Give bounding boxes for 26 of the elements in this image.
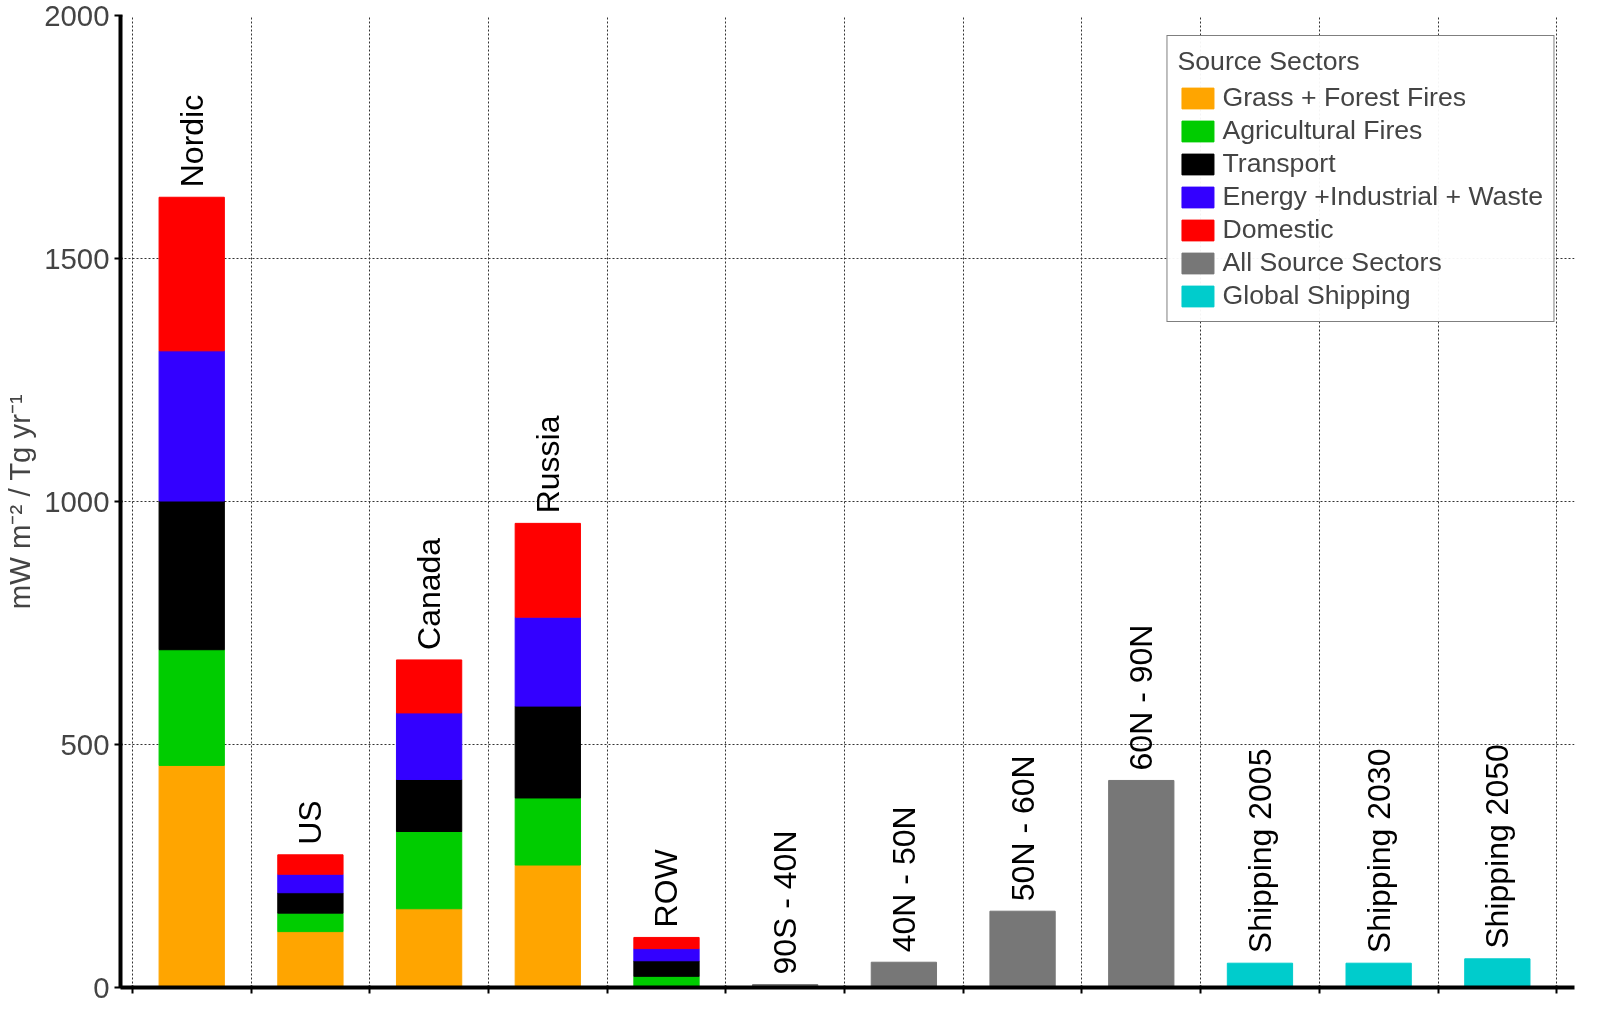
x-tick-label: US xyxy=(292,800,329,845)
x-tick-label: 50N - 60N xyxy=(1004,755,1041,902)
y-tick-label: 0 xyxy=(93,970,110,1004)
y-axis-title: mW m⁻² / Tg yr⁻¹ xyxy=(3,394,37,610)
x-tick-label: Nordic xyxy=(173,94,210,188)
x-tick-label: Shipping 2050 xyxy=(1479,744,1516,949)
x-tick-label: ROW xyxy=(648,848,685,928)
legend-label: Grass + Forest Fires xyxy=(1222,82,1467,113)
y-tick-label: 2000 xyxy=(44,0,110,32)
y-tick-label: 1500 xyxy=(44,241,110,275)
x-tick-label: Shipping 2030 xyxy=(1360,748,1397,954)
x-tick-label: 40N - 50N xyxy=(885,806,922,953)
legend-label: Global Shipping xyxy=(1222,280,1411,311)
x-tick-label: Canada xyxy=(411,537,448,650)
y-tick-label: 500 xyxy=(60,727,110,761)
y-tick-label: 1000 xyxy=(44,484,110,518)
x-tick-label: 60N - 90N xyxy=(1123,624,1160,771)
legend-label: All Source Sectors xyxy=(1222,247,1442,278)
legend-label: Transport xyxy=(1222,148,1336,179)
legend-title: Source Sectors xyxy=(1177,46,1361,77)
x-tick-label: Shipping 2005 xyxy=(1241,748,1278,954)
legend-label: Energy +Industrial + Waste xyxy=(1222,181,1543,212)
x-tick-label: 90S - 40N xyxy=(767,830,804,975)
legend-label: Agricultural Fires xyxy=(1222,115,1423,146)
x-tick-label: Russia xyxy=(529,415,566,514)
legend-label: Domestic xyxy=(1222,214,1334,245)
